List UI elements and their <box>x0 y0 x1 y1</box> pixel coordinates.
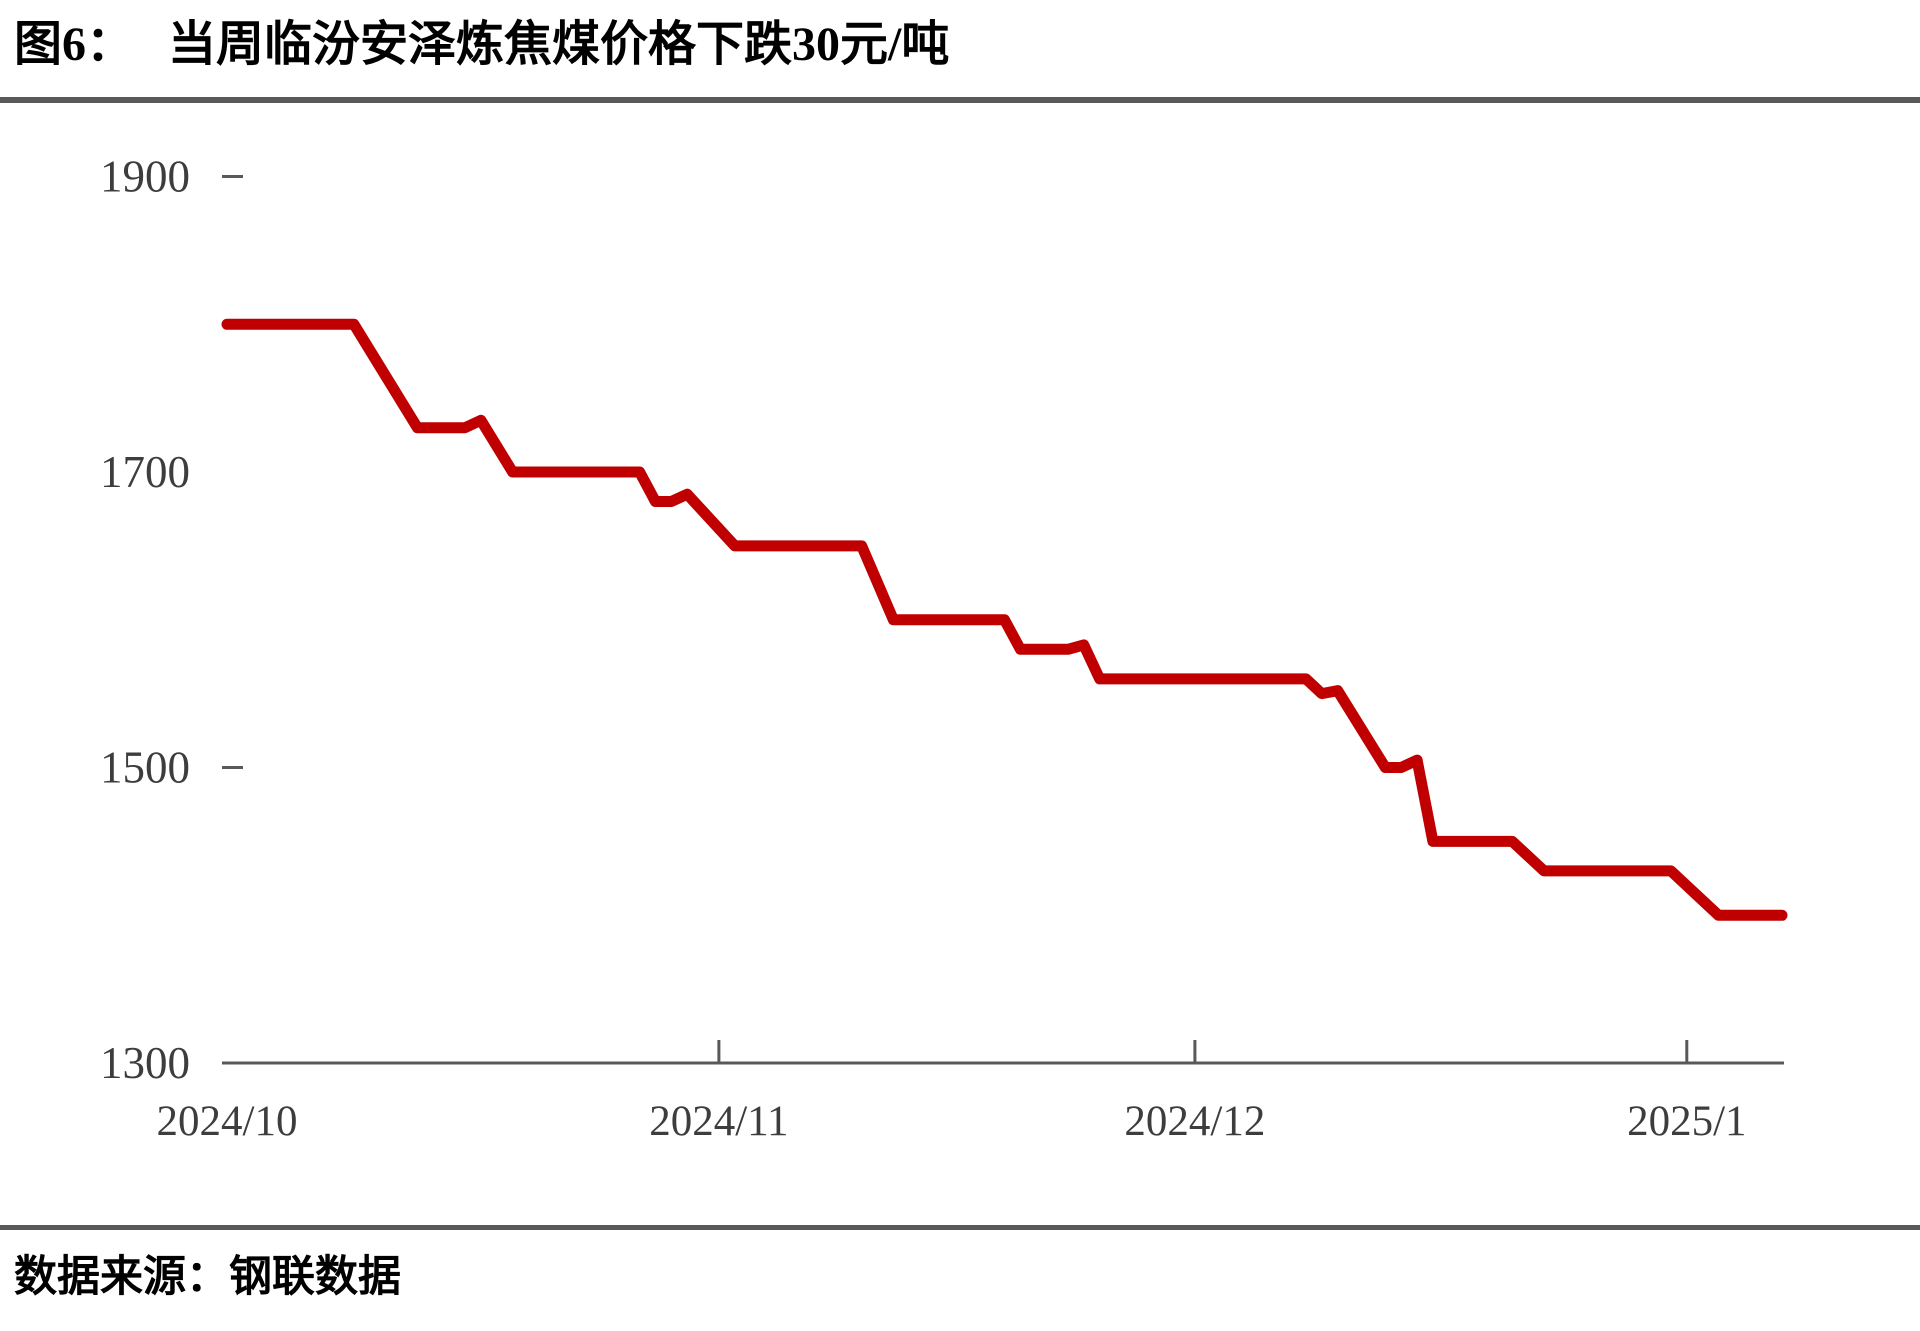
x-axis-label: 2025/1 <box>1627 1098 1746 1145</box>
y-axis-label: 1500 <box>100 743 190 793</box>
price-line <box>221 318 1788 921</box>
figure-title: 图6： 当周临汾安泽炼焦煤价格下跌30元/吨 <box>14 8 1904 82</box>
title-divider <box>0 97 1920 103</box>
data-source: 数据来源：钢联数据 <box>14 1254 401 1301</box>
x-axis-label: 2024/11 <box>649 1098 788 1145</box>
y-axis-label: 1700 <box>100 447 190 497</box>
footer-divider <box>0 1225 1920 1230</box>
coal-price-chart: 1900 1700 1500 1300 2024/10 2024/11 2024/12 202… <box>0 103 1920 1225</box>
y-axis-label: 1900 <box>100 152 190 202</box>
figure-number: 图6： <box>14 18 135 71</box>
x-axis-label: 2024/12 <box>1124 1098 1265 1145</box>
figure-title-text: 当周临汾安泽炼焦煤价格下跌30元/吨 <box>168 18 950 71</box>
chart-canvas: 1900 1700 1500 1300 2024/10 2024/11 2024/12 202… <box>100 152 1788 1145</box>
y-axis-label: 1300 <box>100 1038 190 1088</box>
x-axis-label: 2024/10 <box>157 1098 298 1145</box>
